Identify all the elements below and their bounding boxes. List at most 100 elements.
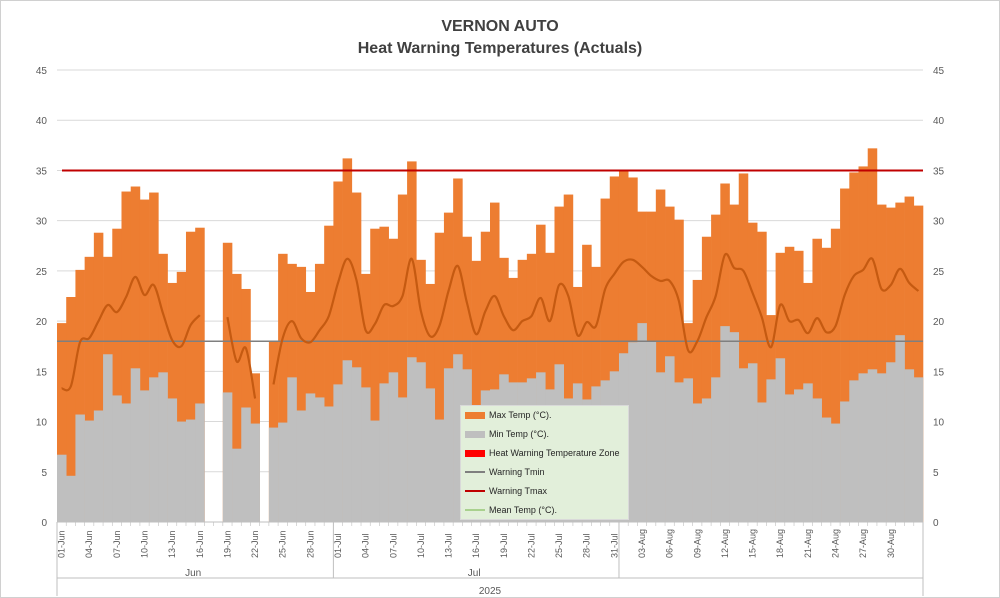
- legend-item-tmin: Warning Tmin: [465, 465, 545, 479]
- x-tick-label: 16-Jul: [471, 534, 481, 559]
- x-tick-label: 10-Jun: [140, 530, 150, 558]
- max-temp-bar: [858, 166, 869, 522]
- y-tick-label-right: 35: [933, 166, 945, 177]
- max-temp-bar: [757, 231, 767, 522]
- min-temp-bar: [75, 414, 85, 522]
- min-temp-bar: [830, 423, 841, 522]
- x-tick-label: 01-Jul: [333, 533, 343, 558]
- min-temp-bar: [692, 403, 703, 522]
- min-temp-bar: [287, 377, 297, 522]
- max-temp-bar: [232, 273, 242, 522]
- min-temp-bar: [333, 384, 343, 522]
- max-temp-bar: [904, 196, 915, 522]
- x-tick-label: 19-Jul: [499, 533, 509, 558]
- max-temp-bar: [66, 297, 76, 522]
- y-tick-label-right: 20: [933, 317, 945, 328]
- min-temp-bar: [867, 369, 878, 522]
- x-tick-label: 28-Jul: [582, 533, 592, 558]
- x-tick-label: 16-Jun: [195, 530, 205, 558]
- legend-swatch-max: [465, 411, 485, 419]
- min-temp-bar: [628, 342, 638, 522]
- x-tick-label: 31-Jul: [609, 534, 619, 559]
- x-tick-label: 04-Jun: [84, 530, 94, 558]
- chart-legend: Max Temp (°C). Min Temp (°C). Heat Warni…: [460, 405, 629, 520]
- min-temp-bar: [388, 372, 399, 522]
- y-tick-label-left: 15: [36, 367, 48, 378]
- min-temp-bar: [720, 326, 730, 522]
- min-temp-bar: [766, 379, 776, 522]
- max-temp-bar: [830, 228, 841, 523]
- max-temp-bar: [324, 225, 334, 522]
- x-tick-label: 13-Jun: [167, 531, 177, 559]
- max-temp-bar: [618, 170, 629, 522]
- min-temp-bar: [434, 419, 445, 522]
- min-temp-bar: [711, 377, 721, 522]
- max-temp-bar: [185, 231, 196, 522]
- legend-item-max: Max Temp (°C).: [465, 408, 551, 422]
- min-temp-bar: [655, 372, 666, 522]
- legend-swatch-zone: [465, 449, 485, 457]
- x-tick-label: 30-Aug: [886, 529, 896, 558]
- mean-temp-line: [226, 316, 257, 399]
- max-temp-bar: [701, 236, 712, 522]
- min-temp-bar: [268, 427, 279, 522]
- x-tick-label: 24-Aug: [831, 529, 841, 558]
- max-temp-bar: [75, 269, 85, 522]
- y-tick-label-left: 30: [36, 217, 48, 228]
- x-tick-label: 27-Aug: [858, 529, 868, 558]
- min-temp-bar: [738, 368, 749, 522]
- min-temp-bar: [812, 398, 822, 522]
- min-temp-bar: [176, 421, 187, 522]
- x-tick-label: 07-Jun: [112, 530, 122, 558]
- x-tick-label: 22-Jul: [527, 534, 537, 559]
- legend-swatch-min: [465, 430, 485, 438]
- min-temp-bar: [149, 377, 159, 522]
- x-tick-label: 22-Jun: [250, 530, 260, 558]
- mean-temp-line: [272, 252, 920, 385]
- max-temp-bar: [674, 219, 684, 522]
- x-tick-label: 18-Aug: [775, 529, 785, 558]
- max-temp-bar: [913, 205, 924, 522]
- min-temp-bar: [278, 422, 288, 522]
- month-label: Jun: [185, 568, 201, 579]
- y-tick-label-right: 10: [933, 418, 945, 429]
- min-temp-bar: [674, 382, 684, 522]
- min-temp-bar: [361, 387, 371, 522]
- min-temp-bar: [757, 402, 767, 522]
- y-tick-label-left: 10: [36, 418, 48, 429]
- min-temp-bar: [775, 358, 786, 522]
- min-temp-bar: [130, 368, 141, 522]
- legend-swatch-mean: [465, 509, 485, 511]
- min-temp-bar: [904, 369, 915, 522]
- y-tick-label-left: 5: [41, 468, 47, 479]
- min-temp-bar: [453, 354, 463, 522]
- year-label: 2025: [479, 586, 502, 597]
- max-temp-bar: [849, 172, 859, 522]
- max-temp-bar: [711, 214, 721, 522]
- max-temp-bar: [490, 202, 500, 522]
- min-temp-bar: [407, 357, 417, 522]
- min-temp-bar: [232, 448, 242, 522]
- min-temp-bar: [195, 403, 205, 522]
- min-temp-bar: [379, 383, 389, 522]
- max-temp-bar: [93, 232, 104, 522]
- x-tick-label: 28-Jun: [305, 531, 315, 559]
- y-tick-label-right: 30: [933, 217, 945, 228]
- max-temp-bar: [434, 232, 445, 522]
- y-tick-label-right: 40: [933, 116, 945, 127]
- y-tick-label-left: 35: [36, 166, 48, 177]
- max-temp-bar: [784, 246, 795, 522]
- min-temp-bar: [342, 360, 353, 522]
- max-temp-bar: [241, 288, 251, 522]
- y-tick-label-right: 45: [933, 66, 945, 77]
- x-tick-label: 25-Jul: [554, 533, 564, 558]
- max-temp-bar: [876, 204, 887, 522]
- max-temp-bar: [130, 186, 141, 522]
- max-temp-bar: [609, 176, 620, 522]
- min-temp-bar: [57, 454, 67, 522]
- x-tick-label: 03-Aug: [637, 529, 647, 558]
- y-tick-label-left: 0: [41, 518, 47, 529]
- max-temp-bar: [333, 181, 343, 522]
- legend-swatch-tmin: [465, 471, 485, 473]
- max-temp-bar: [812, 238, 822, 522]
